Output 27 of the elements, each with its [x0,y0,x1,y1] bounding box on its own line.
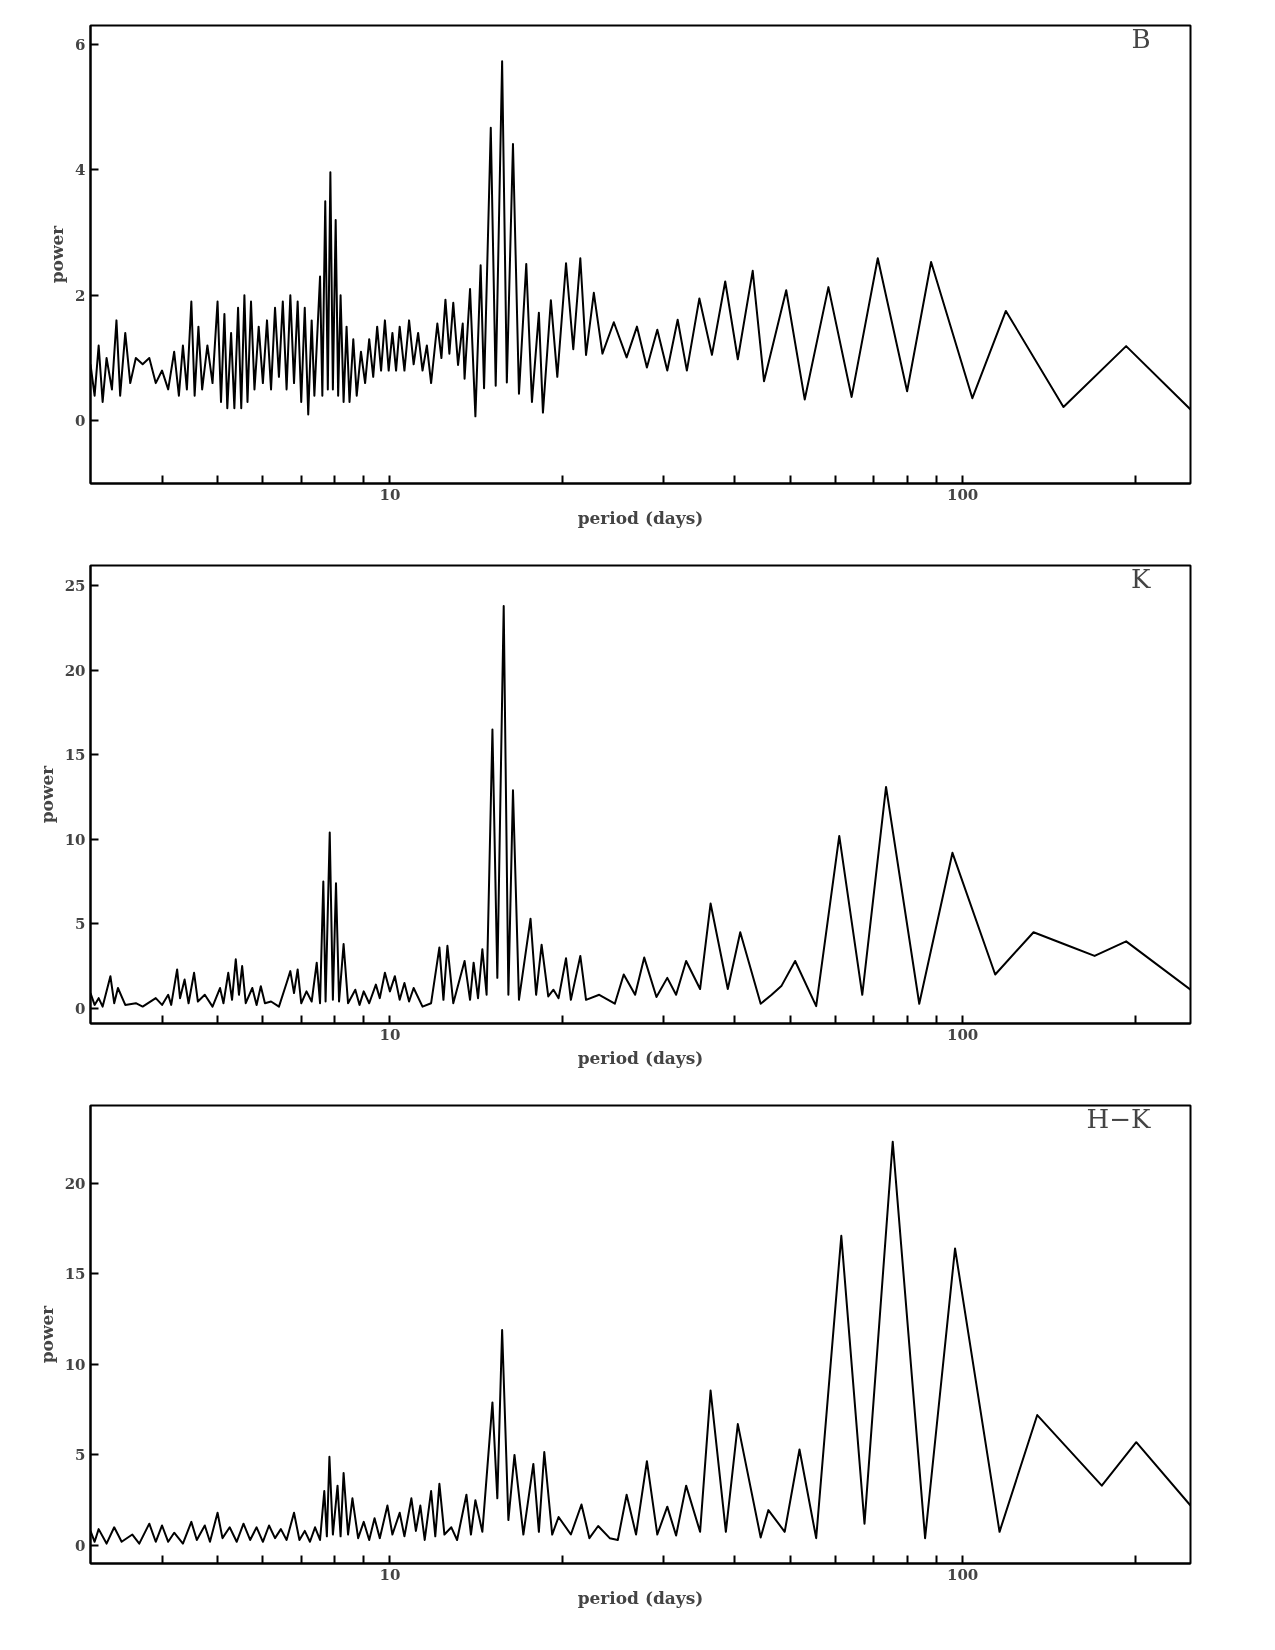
x-axis-title: period (days) [577,1587,704,1608]
x-tick-label: 100 [946,1025,979,1044]
x-tick-label: 100 [946,1565,979,1584]
y-tick-label: 6 [75,35,86,54]
y-tick-label: 20 [64,1174,86,1193]
y-tick-label: 10 [64,1355,86,1374]
y-tick-label: 25 [64,577,86,596]
y-axis-title: power [36,1304,57,1364]
y-tick-label: 10 [64,830,86,849]
y-tick-label: 0 [75,1536,86,1555]
annotation: H−K [1086,1103,1152,1134]
y-axis-title: power [47,224,68,284]
y-tick-label: 2 [75,286,86,305]
y-tick-label: 4 [75,161,86,180]
y-tick-label: 0 [75,412,86,431]
y-axis-title: power [36,764,57,824]
y-tick-label: 15 [64,1265,86,1284]
x-axis-title: period (days) [577,1047,704,1068]
y-tick-label: 20 [64,661,86,680]
y-tick-label: 5 [75,915,86,934]
y-tick-label: 0 [75,999,86,1018]
annotation: B [1131,23,1151,54]
y-tick-label: 15 [64,746,86,765]
y-tick-label: 5 [75,1446,86,1465]
x-tick-label: 100 [946,485,979,504]
annotation: K [1131,563,1152,594]
x-axis-title: period (days) [577,507,704,528]
